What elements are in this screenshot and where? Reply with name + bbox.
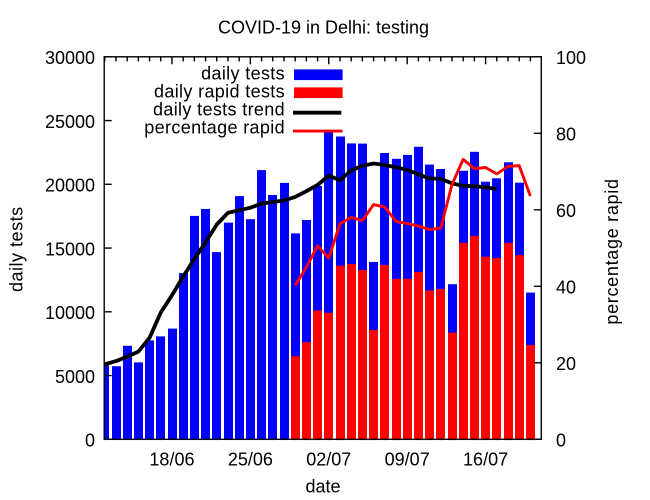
- svg-text:20000: 20000: [45, 176, 95, 196]
- svg-text:100: 100: [556, 48, 586, 68]
- svg-text:30000: 30000: [45, 48, 95, 68]
- svg-text:percentage rapid: percentage rapid: [602, 178, 622, 324]
- svg-text:40: 40: [556, 278, 576, 298]
- svg-text:09/07: 09/07: [385, 450, 430, 470]
- svg-text:25000: 25000: [45, 112, 95, 132]
- svg-text:COVID-19 in Delhi: testing: COVID-19 in Delhi: testing: [218, 17, 429, 37]
- svg-text:16/07: 16/07: [463, 450, 508, 470]
- svg-text:10000: 10000: [45, 303, 95, 323]
- svg-text:18/06: 18/06: [149, 450, 194, 470]
- svg-text:02/07: 02/07: [306, 450, 351, 470]
- svg-text:daily tests trend: daily tests trend: [153, 100, 285, 120]
- svg-text:daily tests: daily tests: [201, 64, 285, 84]
- svg-text:25/06: 25/06: [228, 450, 273, 470]
- svg-text:percentage rapid: percentage rapid: [144, 117, 285, 137]
- svg-text:15000: 15000: [45, 239, 95, 259]
- svg-text:60: 60: [556, 201, 576, 221]
- svg-text:5000: 5000: [55, 367, 95, 387]
- svg-text:0: 0: [85, 431, 95, 451]
- svg-text:20: 20: [556, 354, 576, 374]
- svg-text:daily rapid tests: daily rapid tests: [154, 82, 285, 102]
- svg-text:80: 80: [556, 125, 576, 145]
- svg-text:0: 0: [556, 431, 566, 451]
- svg-text:daily tests: daily tests: [7, 206, 27, 292]
- svg-text:date: date: [305, 477, 340, 497]
